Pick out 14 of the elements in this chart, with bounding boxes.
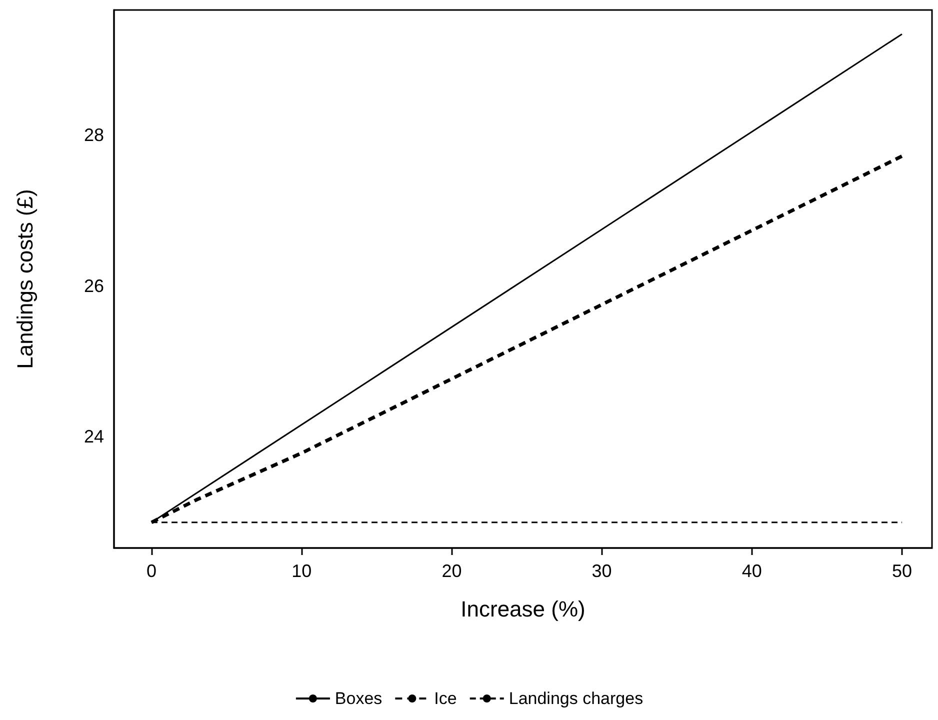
x-tick-label: 50 (892, 561, 912, 581)
legend-label: Landings charges (508, 689, 644, 708)
y-tick-label: 26 (84, 276, 104, 296)
legend-label: Ice (434, 689, 457, 708)
x-tick-label: 40 (742, 561, 762, 581)
x-tick-label: 10 (292, 561, 312, 581)
x-tick-label: 30 (592, 561, 612, 581)
y-axis-title: Landings costs (£) (12, 189, 38, 369)
y-tick-label: 24 (84, 426, 104, 446)
x-tick-label: 0 (146, 561, 157, 581)
legend-label: Boxes (334, 689, 382, 708)
x-axis-title: Increase (%) (460, 596, 586, 622)
y-tick-label: 28 (84, 125, 104, 146)
x-tick-label: 20 (442, 561, 462, 581)
